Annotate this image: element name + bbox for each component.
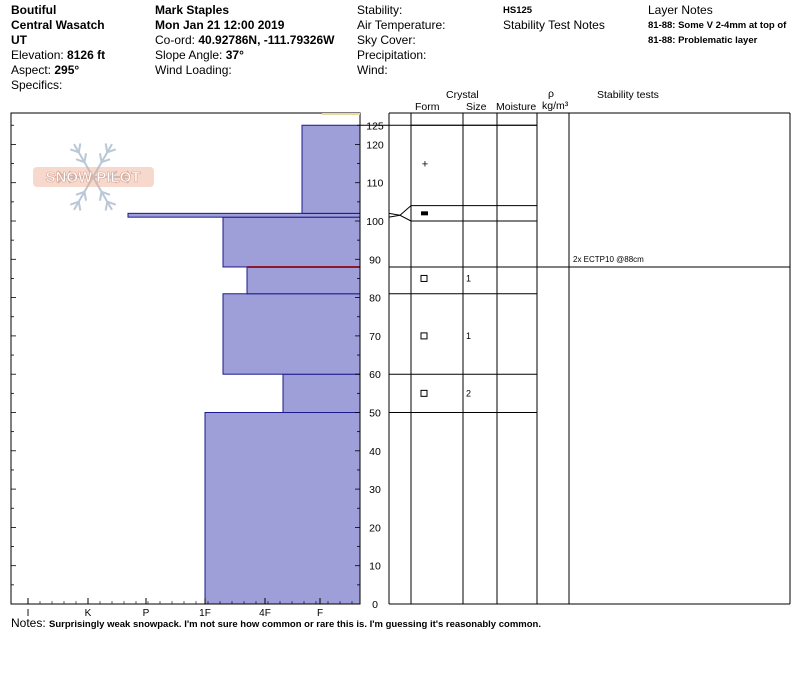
layer-notes-title: Layer Notes — [648, 3, 713, 17]
connector-top-a — [388, 205, 412, 216]
slope-label: Slope Angle: — [155, 48, 223, 62]
height-label-0: 0 — [372, 599, 378, 611]
connector-top-b — [388, 214, 412, 222]
height-label-40: 40 — [369, 446, 381, 458]
aspect-label: Aspect: — [11, 63, 52, 77]
height-label-70: 70 — [369, 331, 381, 343]
aspect-value: 295° — [54, 63, 80, 77]
hardness-label-4F: 4F — [259, 608, 271, 619]
height-label-100: 100 — [366, 216, 384, 228]
air-temperature-label: Air Temperature: — [357, 18, 446, 32]
elevation-value: 8126 ft — [67, 48, 106, 62]
crystal-size-3: 1 — [466, 331, 471, 341]
hardness-label-F: F — [317, 608, 323, 619]
wind-loading-label: Wind Loading: — [155, 63, 232, 77]
notes-text: Surprisingly weak snowpack. I'm not sure… — [49, 619, 541, 630]
crystal-form-facet-4 — [420, 389, 428, 397]
stability-test-notes-label: Stability Test Notes — [503, 18, 605, 32]
stability-tests-heading: Stability tests — [597, 89, 659, 101]
crystal-form-facet-2 — [420, 274, 428, 282]
hs-label: HS125 — [503, 5, 533, 16]
slope-row: Slope Angle: 37° — [155, 48, 334, 63]
crystal-form-surface-hoar-1 — [421, 211, 428, 216]
snowpilot-logo: SNOW PILOT — [33, 143, 154, 211]
aspect-row: Aspect: 295° — [11, 63, 105, 78]
height-label-30: 30 — [369, 484, 381, 496]
height-label-50: 50 — [369, 408, 381, 420]
crystal-form-facet-3 — [420, 332, 428, 340]
layer-note-2: 81-88: Problematic layer — [648, 35, 758, 46]
height-label-10: 10 — [369, 561, 381, 573]
surface-marker — [322, 113, 360, 115]
coord-row: Co-ord: 40.92786N, -111.79326W — [155, 33, 334, 48]
layer-note-1: 81-88: Some V 2-4mm at top of — [648, 20, 787, 31]
hardness-plot-frame — [10, 112, 361, 605]
coord-label: Co-ord: — [155, 33, 196, 47]
hardness-label-1F: 1F — [199, 608, 211, 619]
hardness-bar-4 — [222, 216, 361, 268]
height-label-120: 120 — [366, 139, 384, 151]
slope-value: 37° — [225, 48, 244, 62]
hardness-bar-3 — [246, 266, 361, 295]
hardness-label-I: I — [27, 608, 30, 619]
wind-label: Wind: — [357, 63, 388, 77]
hardness-bar-6 — [301, 124, 361, 214]
stability-label: Stability: — [357, 3, 403, 17]
height-label-20: 20 — [369, 522, 381, 534]
hardness-bar-5 — [127, 212, 361, 218]
hardness-bar-1 — [282, 373, 361, 414]
logo-text: SNOW PILOT — [46, 169, 141, 186]
observer-name: Mark Staples — [155, 3, 230, 17]
hardness-label-K: K — [85, 608, 92, 619]
elevation-label: Elevation: — [11, 48, 64, 62]
hardness-bar-2 — [222, 293, 361, 375]
hardness-label-P: P — [143, 608, 150, 619]
height-label-110: 110 — [367, 178, 384, 190]
crystal-size-2: 1 — [466, 273, 471, 283]
crystal-heading: Crystal — [446, 89, 479, 101]
observation-datetime: Mon Jan 21 12:00 2019 — [155, 18, 285, 32]
density-symbol: ρ — [548, 88, 554, 100]
height-label-80: 80 — [369, 293, 381, 305]
state: UT — [11, 33, 27, 47]
notes-row: Notes: Surprisingly weak snowpack. I'm n… — [11, 616, 541, 630]
notes-label: Notes: — [11, 616, 46, 630]
mountain-range: Central Wasatch — [11, 18, 105, 32]
moisture-heading: Moisture — [496, 101, 537, 113]
density-unit: kg/m³ — [542, 100, 569, 112]
stability-test-entry: 2x ECTP10 @88cm — [573, 255, 644, 264]
elevation-row: Elevation: 8126 ft — [11, 48, 105, 63]
precipitation-label: Precipitation: — [357, 48, 427, 62]
specifics-label: Specifics: — [11, 78, 63, 92]
height-label-125: 125 — [366, 120, 384, 132]
height-label-90: 90 — [369, 254, 381, 266]
height-label-60: 60 — [369, 369, 381, 381]
location-name: Boutiful — [11, 3, 57, 17]
coord-value: 40.92786N, -111.79326W — [198, 33, 335, 47]
crystal-form-new-snow-0: + — [422, 159, 428, 171]
size-heading: Size — [466, 101, 487, 113]
crystal-size-4: 2 — [466, 388, 471, 398]
form-heading: Form — [415, 101, 440, 113]
hardness-bar-0 — [204, 412, 361, 605]
sky-cover-label: Sky Cover: — [357, 33, 416, 47]
